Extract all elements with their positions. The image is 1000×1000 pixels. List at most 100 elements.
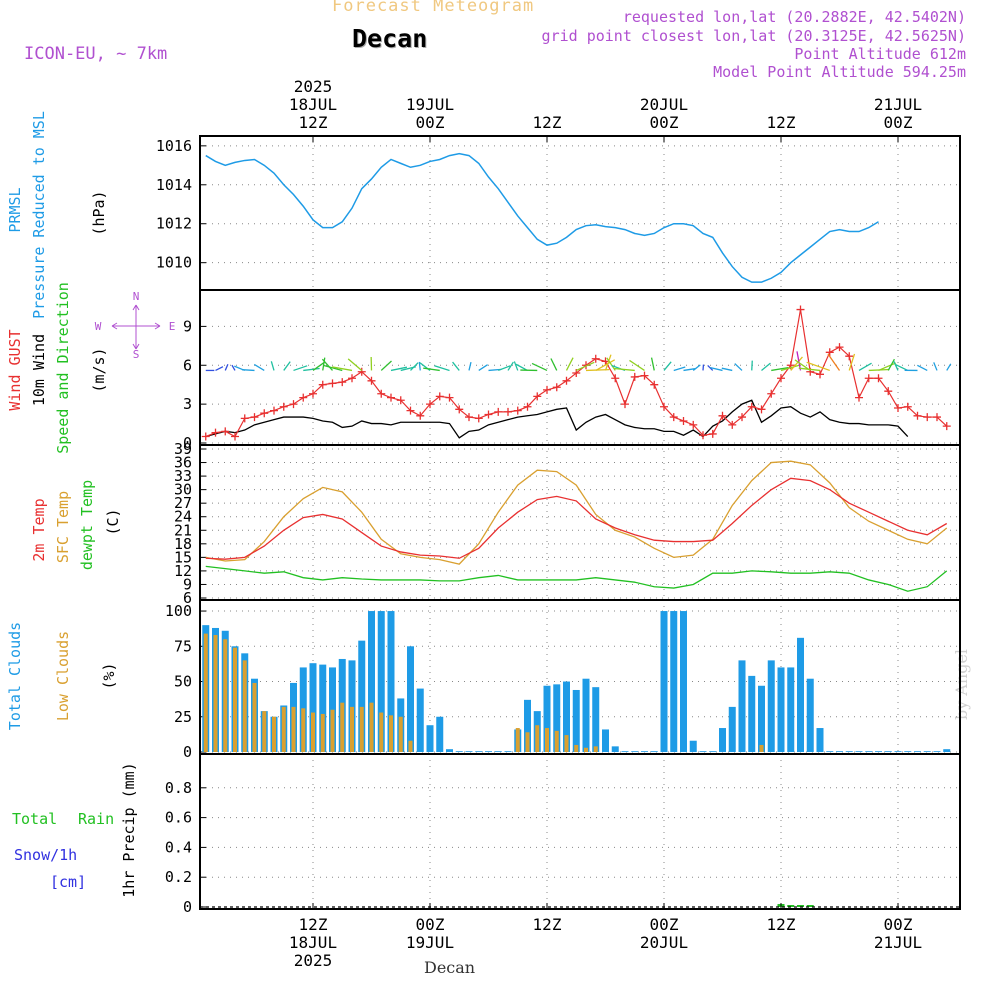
gust-marker (913, 411, 922, 420)
cloud-bar-total (650, 751, 658, 752)
cloud-bar-total (865, 751, 873, 752)
cloud-bar-low (281, 706, 286, 752)
wind-direction-arrow (565, 357, 574, 371)
gust-marker (689, 420, 698, 429)
series-temp2m-line (205, 477, 948, 560)
gust-marker (845, 352, 854, 361)
y-tick-label: 0 (183, 898, 192, 916)
panel-label-gust: Wind GUST (6, 329, 24, 410)
wind-direction-arrow (798, 367, 821, 372)
wind-direction-arrow (498, 365, 511, 372)
time-label-bottom: 19JUL (406, 933, 454, 952)
wind-direction-arrow (895, 364, 909, 372)
cloud-bar-total (933, 751, 941, 752)
gust-marker (357, 367, 366, 376)
time-label-bottom: 00Z (416, 915, 445, 934)
gust-marker (484, 410, 493, 419)
gust-marker (279, 402, 288, 411)
y-tick-label: 18 (174, 535, 192, 553)
cloud-bar-low (213, 635, 218, 752)
cloud-bar-total (855, 751, 863, 752)
cloud-bar-total (572, 689, 580, 752)
panel-label-sfc-temp: SFC Temp (54, 491, 72, 563)
wind-direction-arrow (790, 356, 803, 371)
wind-direction-arrow (323, 364, 343, 372)
cloud-bar-low (545, 728, 549, 752)
gust-marker (894, 404, 902, 413)
wind-direction-arrow (595, 359, 616, 372)
footer-location: Decan (424, 958, 476, 977)
y-tick-label: 12 (174, 562, 192, 580)
time-label-top: 21JUL (874, 95, 922, 114)
wind-direction-arrow (331, 366, 353, 372)
gust-marker (942, 422, 951, 431)
time-label-top: 20JUL (640, 95, 688, 114)
y-tick-label: 0.2 (165, 868, 192, 886)
y-tick-label: 1012 (156, 215, 192, 233)
wind-direction-arrow (751, 360, 753, 371)
gust-marker (299, 393, 308, 402)
y-tick-label: 1014 (156, 176, 192, 194)
precip-bar-rain (797, 905, 804, 907)
gust-marker (777, 374, 785, 383)
gust-marker (221, 427, 230, 436)
wind-direction-arrow (507, 361, 514, 371)
panel-frame-wind (199, 289, 961, 446)
cloud-bar-low (340, 702, 345, 752)
cloud-bar-low (330, 709, 335, 752)
wind-direction-arrow (322, 357, 326, 371)
y-tick-label: 39 (174, 440, 192, 458)
panel-unit-temp: (C) (104, 508, 122, 535)
wind-direction-arrow (858, 362, 872, 372)
gust-marker (396, 396, 405, 405)
compass-s: S (133, 348, 140, 361)
gust-marker (465, 413, 473, 422)
cloud-bar-total (348, 660, 356, 752)
cloud-bar-total (728, 706, 736, 752)
cloud-bar-total (485, 751, 492, 752)
wind-direction-arrow (312, 361, 326, 371)
wind-direction-arrow (513, 361, 519, 371)
wind-direction-arrow (231, 364, 236, 371)
wind-direction-arrow (771, 366, 789, 372)
cloud-bar-total (407, 646, 414, 752)
cloud-bar-total (543, 685, 551, 752)
cloud-bar-low (564, 735, 569, 752)
cloud-bar-low (272, 716, 276, 752)
wind-direction-arrow (710, 367, 723, 372)
cloud-bar-low (252, 682, 257, 752)
gust-marker (513, 406, 522, 415)
gust-marker (543, 385, 551, 394)
gust-marker (747, 402, 756, 411)
panel-label-2m-temp: 2m Temp (30, 498, 48, 561)
gust-marker (328, 379, 337, 388)
compass-icon (111, 304, 161, 350)
y-tick-label: 100 (165, 602, 192, 620)
wind-direction-arrow (796, 351, 802, 371)
gust-marker (903, 402, 912, 411)
panel-label-rain: Rain (78, 810, 114, 828)
wind-direction-arrow (531, 362, 548, 372)
cloud-bar-total (836, 751, 843, 752)
y-tick-label: 30 (174, 481, 192, 499)
gust-marker (835, 343, 844, 352)
panel-unit-wind: (m/s) (90, 347, 108, 392)
y-tick-label: 0 (183, 743, 192, 761)
wind-direction-arrow (887, 358, 895, 371)
gust-marker (796, 305, 805, 314)
y-tick-label: 24 (174, 508, 192, 526)
gust-marker (445, 393, 454, 402)
cloud-bar-total (758, 685, 765, 752)
gust-marker (289, 400, 298, 409)
cloud-bar-total (377, 611, 385, 752)
gust-marker (474, 414, 483, 423)
time-label-top: 18JUL (289, 95, 337, 114)
panel-label-total: Total (12, 810, 57, 828)
cloud-bar-total (689, 740, 697, 752)
cloud-bar-low (398, 716, 403, 752)
time-label-top: 00Z (416, 113, 445, 132)
time-label-top: 12Z (767, 113, 796, 132)
panel-unit-precip: 1hr Precip (mm) (120, 762, 138, 897)
y-tick-label: 0.6 (165, 809, 192, 827)
model-altitude: Model Point Altitude 594.25m (713, 63, 966, 81)
